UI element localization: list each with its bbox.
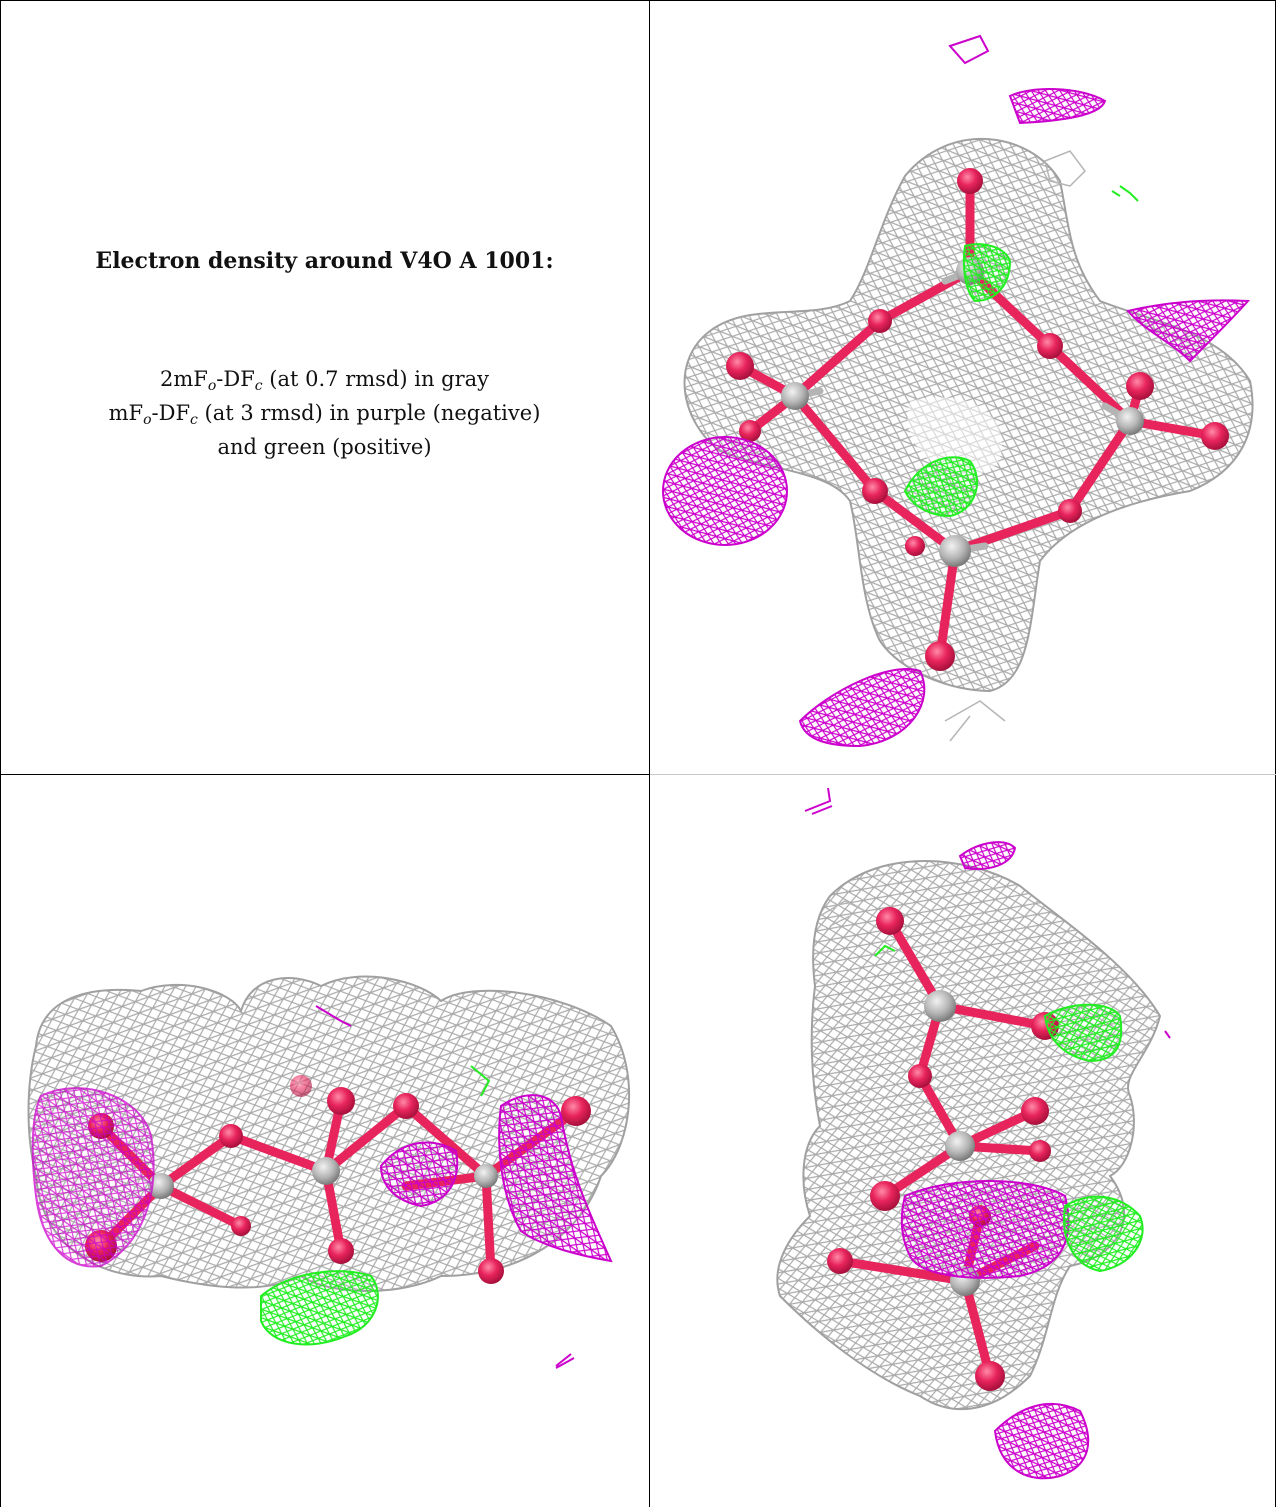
negative-density-blob (498, 1094, 613, 1263)
legend-subscript: o (207, 378, 217, 394)
caption-legend: 2mFo-DFc (at 0.7 rmsd) in gray mFo-DFc (… (0, 362, 649, 464)
density-render (27, 975, 631, 1369)
legend-line-positive: and green (positive) (217, 435, 432, 459)
negative-density-fragment (948, 34, 990, 65)
legend-subscript: c (190, 412, 198, 428)
caption-title: Electron density around V4O A 1001: (95, 248, 554, 274)
negative-density-fragment (315, 1005, 352, 1027)
negative-density-blob (379, 1141, 459, 1208)
gray-density-fragment (944, 700, 1006, 742)
legend-line-mfo-dfc: mFo-DFc (at 3 rmsd) in purple (negative) (0, 396, 649, 430)
positive-density-fragment (470, 1065, 491, 1097)
positive-density-fragment (1111, 185, 1139, 202)
negative-density-blob (1008, 88, 1107, 125)
negative-density-blob (958, 841, 1017, 870)
negative-density-fragment (804, 787, 833, 815)
legend-subscript: o (143, 412, 152, 428)
density-cavity (907, 397, 1002, 475)
positive-density-blob (962, 243, 1012, 303)
density-render (662, 34, 1254, 748)
positive-density-blob (903, 456, 979, 518)
negative-density-fragment (1164, 1030, 1171, 1039)
positive-density-blob (1043, 1003, 1123, 1063)
positive-density-blob (1063, 1195, 1144, 1273)
caption-cell: Electron density around V4O A 1001: 2mFo… (0, 0, 649, 774)
density-panel-side-view (1, 776, 648, 1506)
negative-density-blob (993, 1403, 1090, 1480)
negative-density-fragment (555, 1353, 575, 1369)
density-panel-top-view (650, 1, 1275, 773)
gray-density-mesh (27, 975, 631, 1292)
vanadium-atoms (148, 1157, 498, 1199)
negative-density-blob (662, 436, 788, 546)
negative-density-blob (900, 1180, 1070, 1279)
negative-density-blob (798, 668, 926, 748)
negative-density-blob (31, 1087, 155, 1268)
legend-term: mF (108, 401, 144, 425)
cell-divider-vertical (649, 0, 650, 1507)
oxygen-atoms (726, 168, 1229, 671)
positive-density-blob (260, 1270, 379, 1346)
legend-term: -DF (216, 367, 255, 391)
density-panel-end-view (650, 776, 1275, 1506)
cell-divider-horizontal (0, 774, 649, 775)
legend-line-2mfo-dfc: 2mFo-DFc (at 0.7 rmsd) in gray (0, 362, 649, 396)
density-render (776, 787, 1171, 1480)
cell-divider-horizontal-faint (650, 774, 1276, 775)
gray-density-fragment (819, 900, 866, 927)
legend-description: (at 3 rmsd) in purple (negative) (197, 401, 541, 425)
gray-density-fragment (1044, 150, 1086, 187)
positive-density-fragment (874, 944, 896, 957)
legend-term: -DF (151, 401, 191, 425)
legend-description: (at 0.7 rmsd) in gray (262, 367, 490, 391)
legend-term: 2mF (159, 367, 208, 391)
negative-density-blob (1126, 299, 1251, 363)
legend-subscript: c (254, 378, 263, 394)
